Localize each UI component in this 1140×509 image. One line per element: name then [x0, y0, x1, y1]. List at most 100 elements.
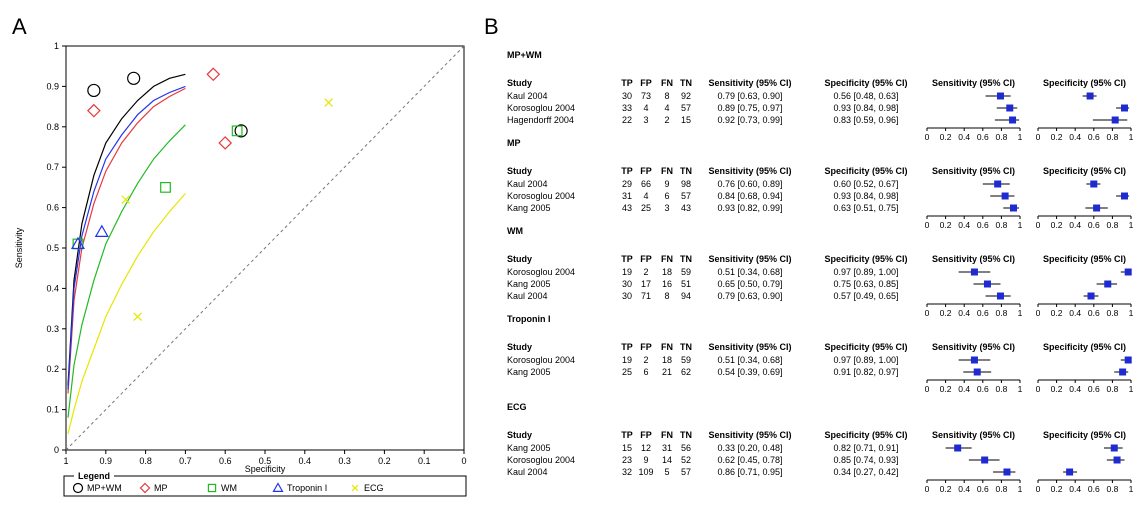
- forest-axis-tick-label: 0.8: [995, 308, 1007, 318]
- forest-axis-tick-label: 0.8: [1106, 220, 1118, 230]
- forest-axis-tick-label: 0.8: [995, 484, 1007, 494]
- point-estimate: [1104, 280, 1112, 288]
- cell-fp: 12: [641, 443, 651, 453]
- point-estimate: [983, 280, 991, 288]
- cell-sensitivity-ci: 0.79 [0.63, 0.90]: [717, 291, 782, 301]
- cell-fp: 6: [643, 367, 648, 377]
- forest-axis-tick-label: 0.4: [1069, 308, 1081, 318]
- cell-tp: 29: [622, 179, 632, 189]
- point-estimate: [1001, 192, 1009, 200]
- point-estimate: [1087, 292, 1095, 300]
- forest-axis-tick-label: 0.2: [1051, 220, 1063, 230]
- cell-fn: 21: [662, 367, 672, 377]
- sroc-curve: [67, 73, 186, 386]
- col-header-study: Study: [507, 430, 532, 440]
- point-estimate: [1120, 192, 1128, 200]
- col-header-fp: FP: [640, 430, 652, 440]
- cell-fp: 2: [643, 355, 648, 365]
- cell-fn: 6: [664, 191, 669, 201]
- point-marker: [234, 124, 248, 138]
- col-header-fp: FP: [640, 78, 652, 88]
- forest-axis-tick-label: 1: [1129, 384, 1134, 394]
- sroc-curve: [67, 85, 186, 390]
- cell-study: Kang 2005: [507, 443, 551, 453]
- cell-tn: 15: [681, 115, 691, 125]
- y-tick-label: 1: [54, 41, 59, 51]
- group-title: MP+WM: [507, 50, 542, 60]
- col-header-fp: FP: [640, 166, 652, 176]
- cell-specificity-ci: 0.83 [0.59, 0.96]: [833, 115, 898, 125]
- cell-fn: 4: [664, 103, 669, 113]
- point-estimate: [1119, 368, 1127, 376]
- cell-fn: 14: [662, 455, 672, 465]
- cell-sensitivity-ci: 0.65 [0.50, 0.79]: [717, 279, 782, 289]
- point-marker: [272, 482, 284, 492]
- cell-tp: 19: [622, 355, 632, 365]
- cell-fn: 2: [664, 115, 669, 125]
- cell-fp: 4: [643, 191, 648, 201]
- y-tick-label: 0.5: [46, 243, 59, 253]
- forest-axis-tick-label: 1: [1018, 132, 1023, 142]
- x-tick-label: 0.2: [378, 456, 391, 466]
- col-header-tn: TN: [680, 78, 692, 88]
- cell-tn: 52: [681, 455, 691, 465]
- cell-specificity-ci: 0.97 [0.89, 1.00]: [833, 267, 898, 277]
- cell-tn: 57: [681, 467, 691, 477]
- group-title: MP: [507, 138, 521, 148]
- point-estimate: [1006, 104, 1014, 112]
- col-header-fn: FN: [661, 342, 673, 352]
- forest-axis-tick-label: 1: [1018, 484, 1023, 494]
- cell-specificity-ci: 0.57 [0.49, 0.65]: [833, 291, 898, 301]
- point-estimate: [1066, 468, 1074, 476]
- x-tick-label: 0.7: [179, 456, 192, 466]
- col-header-fn: FN: [661, 430, 673, 440]
- cell-fp: 4: [643, 103, 648, 113]
- sroc-curve: [67, 87, 186, 394]
- forest-axis-tick-label: 0.6: [1088, 484, 1100, 494]
- point-marker: [324, 98, 334, 107]
- forest-axis-tick-label: 0.6: [977, 384, 989, 394]
- cell-study: Hagendorff 2004: [507, 115, 574, 125]
- cell-study: Kaul 2004: [507, 91, 548, 101]
- col-header-specificity-plot: Specificity (95% CI): [1043, 254, 1126, 264]
- legend-entry-label: MP: [154, 483, 168, 493]
- point-marker: [87, 83, 101, 98]
- cell-sensitivity-ci: 0.51 [0.34, 0.68]: [717, 355, 782, 365]
- cell-study: Kaul 2004: [507, 179, 548, 189]
- col-header-study: Study: [507, 166, 532, 176]
- cell-tp: 30: [622, 291, 632, 301]
- forest-axis-tick-label: 0.2: [1051, 484, 1063, 494]
- col-header-study: Study: [507, 78, 532, 88]
- forest-axis-tick-label: 0.6: [977, 308, 989, 318]
- point-marker: [72, 482, 84, 494]
- cell-fp: 2: [643, 267, 648, 277]
- cell-specificity-ci: 0.34 [0.27, 0.42]: [833, 467, 898, 477]
- legend-title-bg: [74, 471, 114, 480]
- cell-tn: 59: [681, 267, 691, 277]
- point-marker: [139, 482, 151, 494]
- point-estimate: [1120, 104, 1128, 112]
- col-header-fp: FP: [640, 342, 652, 352]
- legend-entry-label: MP+WM: [87, 483, 122, 493]
- cell-tn: 59: [681, 355, 691, 365]
- col-header-specificity: Specificity (95% CI): [824, 342, 907, 352]
- point-marker: [94, 224, 109, 237]
- point-estimate: [1110, 444, 1118, 452]
- x-tick-label: 0.9: [100, 456, 113, 466]
- col-header-fn: FN: [661, 254, 673, 264]
- cell-fp: 3: [643, 115, 648, 125]
- forest-axis-tick-label: 0.2: [1051, 308, 1063, 318]
- col-header-specificity-plot: Specificity (95% CI): [1043, 78, 1126, 88]
- panel-b-label: B: [484, 14, 499, 39]
- cell-tn: 43: [681, 203, 691, 213]
- forest-axis-tick-label: 0.2: [940, 132, 952, 142]
- col-header-sensitivity-plot: Sensitivity (95% CI): [932, 430, 1015, 440]
- cell-study: Kang 2005: [507, 279, 551, 289]
- y-tick-label: 0.3: [46, 324, 59, 334]
- forest-axis-tick-label: 0.6: [1088, 132, 1100, 142]
- cell-tn: 51: [681, 279, 691, 289]
- forest-axis-tick-label: 0.6: [977, 220, 989, 230]
- col-header-sensitivity-plot: Sensitivity (95% CI): [932, 254, 1015, 264]
- y-axis-label: Sensitivity: [14, 227, 24, 268]
- sroc-chart: 0 0.1 0.2 0.3 0.4 0.5 0.6 0.7 0.8 0.9 1 1 0.9 0.8 0.7 0…: [14, 41, 467, 497]
